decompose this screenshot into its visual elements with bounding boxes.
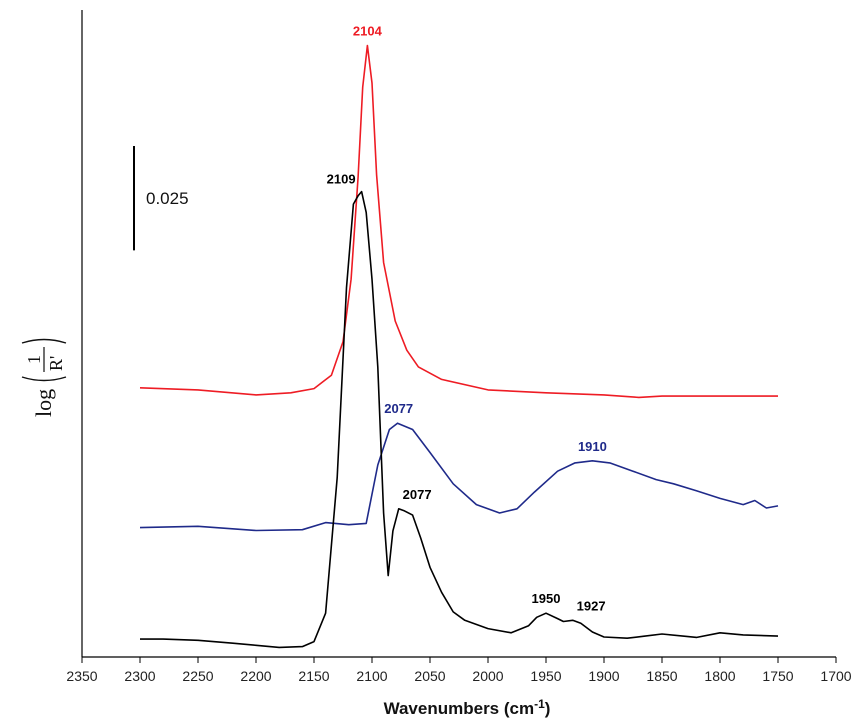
x-tick-label: 2000	[472, 668, 503, 684]
x-tick-label: 2100	[356, 668, 387, 684]
y-axis-label-left-paren	[21, 376, 67, 382]
peak-label: 2077	[384, 401, 413, 416]
y-axis-label-numerator: 1	[24, 355, 44, 364]
x-tick-label: 1750	[762, 668, 793, 684]
scale-bar-label: 0.025	[146, 189, 189, 208]
series-layer	[139, 44, 779, 649]
annotation-layer: 2104 2109 2077 1910 2077 1950 1927	[327, 23, 607, 613]
x-tick-label: 2250	[182, 668, 213, 684]
peak-label: 1950	[532, 591, 561, 606]
axes: 2350 2300 2250 2200 2150 2100 2050 2000 1950 1900…	[66, 10, 852, 684]
x-axis-label-end: )	[545, 699, 551, 718]
x-tick-label: 1950	[530, 668, 561, 684]
x-axis-label-main: Wavenumbers (cm	[384, 699, 535, 718]
series-line	[140, 190, 779, 649]
y-axis-label-prefix: log	[31, 389, 56, 417]
x-tick-label: 1800	[704, 668, 735, 684]
x-tick-label: 2050	[414, 668, 445, 684]
peak-label: 1927	[577, 598, 606, 613]
x-tick-label: 1850	[646, 668, 677, 684]
x-tick-label: 2350	[66, 668, 97, 684]
peak-label: 2109	[327, 172, 356, 187]
x-tick-label: 1900	[588, 668, 619, 684]
x-tick-label: 2200	[240, 668, 271, 684]
x-tick-label: 1700	[820, 668, 851, 684]
series-line	[139, 44, 778, 399]
x-axis-label-sup: -1	[534, 697, 545, 711]
peak-label: 2104	[353, 23, 383, 38]
y-axis-label-right-paren	[21, 338, 67, 344]
series-line	[139, 422, 779, 532]
peak-label: 2077	[403, 487, 432, 502]
x-tick-label: 2300	[124, 668, 155, 684]
peak-label: 1910	[578, 439, 607, 454]
x-tick-label: 2150	[298, 668, 329, 684]
x-axis-label: Wavenumbers (cm-1)	[384, 697, 551, 718]
y-axis-label: log 1 R'	[21, 338, 67, 417]
y-axis-label-denominator: R'	[46, 356, 66, 371]
scale-bar: 0.025	[133, 146, 189, 251]
